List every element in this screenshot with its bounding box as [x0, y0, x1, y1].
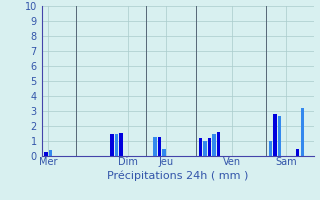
Bar [115, 134, 118, 156]
Bar [44, 152, 48, 156]
Bar [110, 134, 114, 156]
Bar [49, 150, 52, 156]
Bar [208, 138, 211, 156]
Bar [203, 141, 206, 156]
Bar [158, 137, 161, 156]
Bar [199, 138, 202, 156]
Bar [119, 133, 123, 156]
X-axis label: Précipitations 24h ( mm ): Précipitations 24h ( mm ) [107, 170, 248, 181]
Bar [300, 108, 304, 156]
Bar [212, 134, 216, 156]
Bar [217, 132, 220, 156]
Bar [278, 116, 281, 156]
Bar [273, 114, 277, 156]
Bar [162, 148, 166, 156]
Bar [269, 141, 272, 156]
Bar [153, 137, 156, 156]
Bar [296, 148, 300, 156]
